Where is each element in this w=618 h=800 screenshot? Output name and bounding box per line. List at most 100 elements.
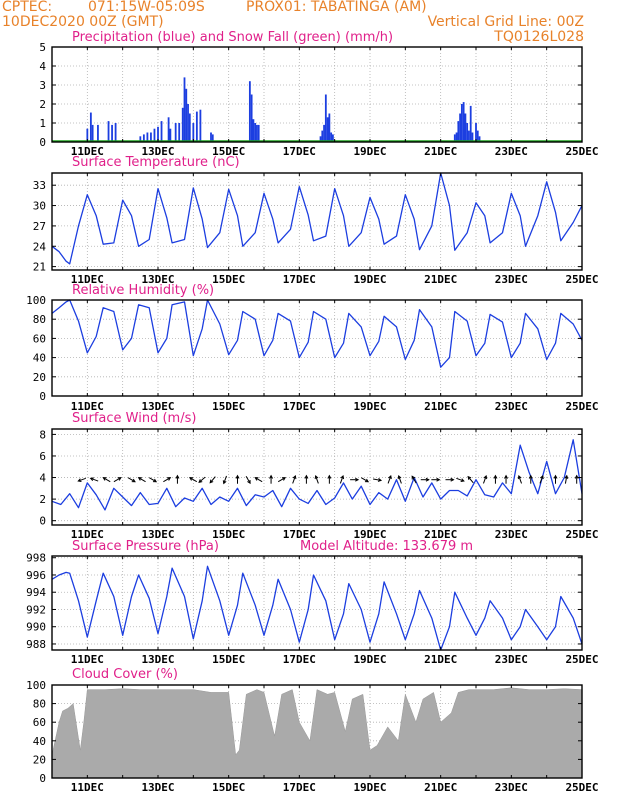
precip-bar bbox=[466, 123, 469, 142]
wind-arrow-head bbox=[222, 480, 227, 485]
wind-arrow-shaft bbox=[127, 477, 136, 483]
y-tick-label: 100 bbox=[26, 679, 46, 692]
y-tick-label: 80 bbox=[33, 313, 46, 326]
x-tick-label: 11DEC bbox=[71, 400, 104, 413]
x-tick-label: 25DEC bbox=[565, 781, 598, 794]
wind-arrow-shaft bbox=[189, 477, 198, 483]
precip-bar bbox=[157, 126, 159, 142]
series-line bbox=[51, 172, 583, 265]
x-tick-label: 15DEC bbox=[212, 528, 245, 541]
wind-arrow-head bbox=[269, 474, 274, 479]
precip-bar bbox=[153, 128, 156, 142]
x-tick-label: 19DEC bbox=[353, 400, 386, 413]
precip-bar bbox=[252, 119, 255, 142]
precip-bar bbox=[192, 123, 195, 142]
y-tick-label: 990 bbox=[26, 621, 46, 634]
wind-arrow-shaft bbox=[518, 475, 523, 484]
precip-bar bbox=[111, 124, 113, 142]
wind-arrow bbox=[467, 475, 474, 484]
wind-arrow bbox=[245, 475, 251, 485]
precip-bar bbox=[321, 130, 324, 142]
x-tick-label: 21DEC bbox=[424, 528, 457, 541]
wind-arrow-head bbox=[292, 474, 297, 480]
wind-arrow bbox=[493, 474, 498, 484]
y-tick-label: 2 bbox=[39, 493, 46, 506]
wind-arrow-shaft bbox=[254, 477, 263, 483]
wind-arrow-shaft bbox=[482, 475, 487, 484]
wind-arrow-head bbox=[540, 474, 544, 480]
precip-bar bbox=[476, 130, 479, 142]
x-tick-label: 23DEC bbox=[495, 400, 528, 413]
precip-bar bbox=[91, 124, 94, 142]
wind-arrow-head bbox=[304, 474, 309, 479]
header-run-code: TQ0126L028 bbox=[494, 29, 584, 45]
precip-bar bbox=[211, 134, 214, 142]
precip-bar bbox=[181, 107, 184, 142]
y-tick-label: 100 bbox=[26, 294, 46, 307]
wind-arrow bbox=[89, 477, 99, 482]
y-tick-label: 20 bbox=[33, 371, 46, 384]
precip-bar bbox=[160, 121, 163, 142]
wind-arrow-shaft bbox=[78, 477, 86, 482]
wind-arrow-head bbox=[564, 474, 569, 479]
wind-arrow-head bbox=[117, 477, 122, 481]
precip-bar bbox=[114, 123, 117, 142]
y-tick-label: 6 bbox=[39, 450, 46, 463]
wind-arrow-head bbox=[131, 478, 136, 483]
wind-title: Surface Wind (m/s) bbox=[72, 411, 196, 426]
x-tick-label: 17DEC bbox=[283, 145, 316, 158]
y-tick-label: 1 bbox=[39, 117, 46, 130]
precip-bar bbox=[462, 102, 465, 142]
wind-arrow-head bbox=[467, 475, 472, 480]
precip-bar bbox=[169, 128, 172, 142]
y-tick-label: 4 bbox=[39, 472, 46, 485]
precip-bar bbox=[469, 105, 472, 142]
wind-arrow-head bbox=[377, 478, 383, 482]
x-tick-label: 21DEC bbox=[424, 273, 457, 286]
precip-bar bbox=[468, 130, 470, 142]
wind-arrow-head bbox=[397, 474, 402, 480]
wind-arrow-shaft bbox=[113, 477, 122, 483]
humidity-title: Relative Humidity (%) bbox=[72, 283, 214, 298]
y-tick-label: 0 bbox=[39, 515, 46, 528]
x-tick-label: 17DEC bbox=[283, 528, 316, 541]
wind-arrow-head bbox=[254, 477, 259, 481]
wind-arrow bbox=[127, 477, 136, 483]
y-tick-label: 0 bbox=[39, 772, 46, 785]
x-tick-label: 25DEC bbox=[565, 528, 598, 541]
model-altitude-label: Model Altitude: 133.679 m bbox=[300, 539, 473, 554]
temperature-title: Surface Temperature (nC) bbox=[72, 155, 240, 170]
y-tick-label: 994 bbox=[26, 586, 46, 599]
x-tick-label: 15DEC bbox=[212, 400, 245, 413]
wind-arrow-shaft bbox=[467, 476, 474, 484]
x-tick-label: 15DEC bbox=[212, 145, 245, 158]
x-tick-label: 17DEC bbox=[283, 653, 316, 666]
precip-bar bbox=[150, 132, 152, 142]
x-tick-label: 13DEC bbox=[141, 653, 174, 666]
precip-bar bbox=[323, 124, 325, 142]
wind-arrow-head bbox=[460, 478, 465, 483]
precip-bar bbox=[187, 104, 189, 142]
x-tick-label: 13DEC bbox=[141, 400, 174, 413]
wind-arrow-head bbox=[355, 477, 360, 482]
header-cptec-label: CPTEC: bbox=[2, 0, 53, 15]
precip-bar bbox=[254, 123, 257, 142]
wind-arrow-shaft bbox=[103, 477, 111, 483]
x-tick-label: 19DEC bbox=[353, 653, 386, 666]
precip-bar bbox=[455, 132, 458, 142]
wind-arrow-shaft bbox=[245, 475, 251, 484]
wind-arrow bbox=[504, 474, 509, 484]
series-line bbox=[51, 299, 583, 368]
precip-bar bbox=[142, 134, 145, 142]
x-tick-label: 13DEC bbox=[141, 145, 174, 158]
wind-arrow-head bbox=[77, 478, 82, 483]
x-tick-label: 19DEC bbox=[353, 145, 386, 158]
y-tick-label: 0 bbox=[39, 136, 46, 149]
wind-arrow-shaft bbox=[209, 476, 216, 484]
precip-bar bbox=[453, 134, 456, 142]
wind-arrow bbox=[304, 474, 309, 484]
wind-arrow bbox=[198, 476, 206, 483]
x-tick-label: 17DEC bbox=[283, 781, 316, 794]
x-tick-label: 17DEC bbox=[283, 273, 316, 286]
y-tick-label: 5 bbox=[39, 41, 46, 54]
